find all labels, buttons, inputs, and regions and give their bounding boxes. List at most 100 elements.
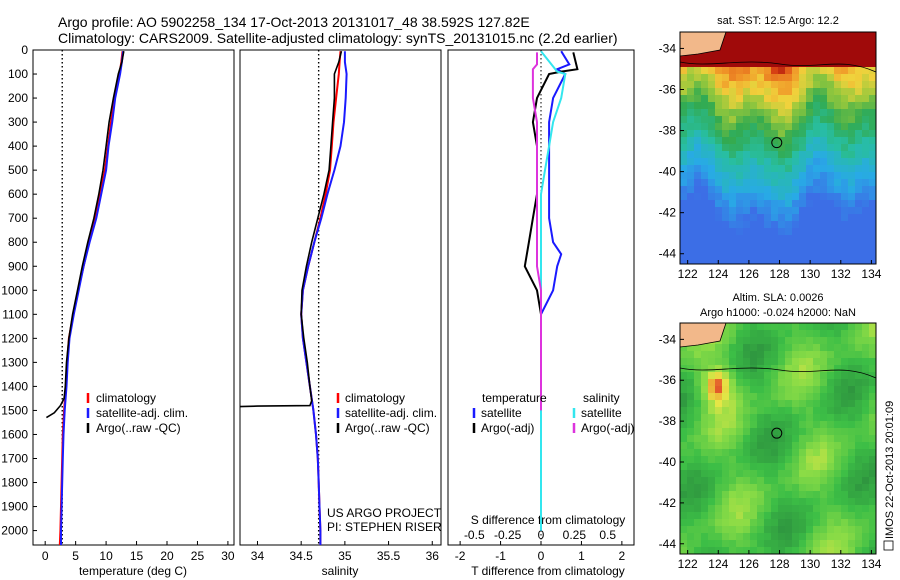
map-cell xyxy=(813,67,821,75)
map-cell xyxy=(869,256,876,264)
map-cell xyxy=(848,358,856,366)
map-cell xyxy=(680,123,688,131)
map-cell xyxy=(680,235,688,243)
map-cell xyxy=(701,221,709,229)
map-cell xyxy=(736,386,744,394)
map-cell xyxy=(841,179,849,187)
map-cell xyxy=(799,242,807,250)
map-cell xyxy=(715,207,723,215)
map-cell xyxy=(869,484,876,492)
map-cell xyxy=(743,393,751,401)
map-cell xyxy=(722,428,730,436)
map-cell xyxy=(701,379,709,387)
map-cell xyxy=(701,193,709,201)
x-tick-label: -2 xyxy=(455,549,466,563)
map-cell xyxy=(729,46,737,54)
map-cell xyxy=(729,214,737,222)
map-cell xyxy=(862,60,870,68)
map-cell xyxy=(841,414,849,422)
map-cell xyxy=(701,358,709,366)
map-cell xyxy=(743,491,751,499)
map-cell xyxy=(771,200,779,208)
map-cell xyxy=(778,547,786,554)
map-cell xyxy=(694,449,702,457)
map-cell xyxy=(827,109,835,117)
map-cell xyxy=(806,102,814,110)
map-cell xyxy=(778,158,786,166)
map-cell xyxy=(771,46,779,54)
map-cell xyxy=(834,256,842,264)
map-cell xyxy=(715,144,723,152)
map-cell xyxy=(771,379,779,387)
map-cell xyxy=(869,526,876,534)
map-cell xyxy=(834,53,842,61)
map-cell xyxy=(708,435,716,443)
map-cell xyxy=(729,172,737,180)
map-cell xyxy=(701,470,709,478)
map-cell xyxy=(785,235,793,243)
map-cell xyxy=(799,449,807,457)
map-cell xyxy=(841,116,849,124)
x-tick-label: 35 xyxy=(338,549,352,563)
map-cell xyxy=(715,428,723,436)
map-cell xyxy=(764,505,772,513)
salinity-plot-frame xyxy=(239,49,442,546)
map-cell xyxy=(715,256,723,264)
map-cell xyxy=(687,158,695,166)
map-cell xyxy=(820,39,828,47)
map-cell xyxy=(827,330,835,338)
map-cell xyxy=(841,519,849,527)
map-cell xyxy=(736,67,744,75)
map-cell xyxy=(799,533,807,541)
map-cell xyxy=(680,505,688,513)
map-cell xyxy=(855,179,863,187)
map-cell xyxy=(771,81,779,89)
map-cell xyxy=(687,179,695,187)
map-cell xyxy=(855,435,863,443)
map-cell xyxy=(694,74,702,82)
map-cell xyxy=(869,144,876,152)
map-cell xyxy=(708,88,716,96)
map-cell xyxy=(869,228,876,236)
map-cell xyxy=(708,372,716,380)
legend-label: satellite-adj. clim. xyxy=(345,406,437,420)
map-cell xyxy=(680,130,688,138)
map-cell xyxy=(750,372,758,380)
map-cell xyxy=(750,470,758,478)
map-cell xyxy=(701,172,709,180)
map-cell xyxy=(848,123,856,131)
map-cell xyxy=(848,242,856,250)
map-cell xyxy=(834,358,842,366)
map-cell xyxy=(834,365,842,373)
map-cell xyxy=(841,477,849,485)
map-cell xyxy=(722,249,730,257)
map-cell xyxy=(694,463,702,471)
map-y-tick-label: -34 xyxy=(659,332,677,346)
map-cell xyxy=(855,498,863,506)
map-cell xyxy=(869,60,876,68)
map-cell xyxy=(771,477,779,485)
map-cell xyxy=(771,67,779,75)
map-cell xyxy=(834,323,842,331)
map-cell xyxy=(848,547,856,554)
map-cell xyxy=(785,428,793,436)
map-cell xyxy=(813,351,821,359)
map-cell xyxy=(862,477,870,485)
map-cell xyxy=(715,102,723,110)
map-cell xyxy=(792,463,800,471)
map-cell xyxy=(813,102,821,110)
map-cell xyxy=(680,144,688,152)
map-cell xyxy=(722,228,730,236)
map-cell xyxy=(799,498,807,506)
map-cell xyxy=(715,109,723,117)
map-cell xyxy=(743,533,751,541)
temperature-profile-chart: temperature (deg C) 01002003004005006007… xyxy=(1,43,235,578)
map-cell xyxy=(687,400,695,408)
map-cell xyxy=(736,46,744,54)
map-cell xyxy=(869,137,876,145)
map-cell xyxy=(834,330,842,338)
map-cell xyxy=(736,491,744,499)
map-cell xyxy=(820,102,828,110)
map-cell xyxy=(729,144,737,152)
map-cell xyxy=(813,256,821,264)
